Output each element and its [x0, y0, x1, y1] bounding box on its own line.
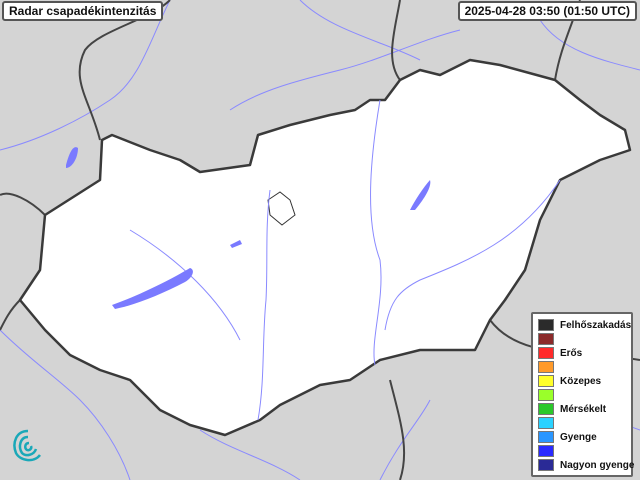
legend-item: [538, 444, 560, 458]
legend-item: Nagyon gyenge: [538, 458, 634, 472]
legend-label: Közepes: [560, 375, 602, 387]
legend-item: Erős: [538, 346, 582, 360]
legend-label: Felhőszakadás: [560, 319, 632, 331]
legend-item: [538, 332, 560, 346]
legend-item: Mérsékelt: [538, 402, 606, 416]
lakes: [66, 147, 431, 309]
lake-fertő: [66, 147, 78, 168]
legend-swatch: [538, 347, 554, 359]
legend-swatch: [538, 445, 554, 457]
lake-tisza: [410, 180, 431, 210]
hungary-rivers: [129, 99, 561, 421]
legend-swatch: [538, 375, 554, 387]
legend-item: [538, 388, 560, 402]
legend-swatch: [538, 319, 554, 331]
legend-swatch: [538, 459, 554, 471]
legend-label: Gyenge: [560, 431, 597, 443]
legend-swatch: [538, 361, 554, 373]
legend-label: Erős: [560, 347, 583, 359]
legend-label: Nagyon gyenge: [560, 459, 635, 471]
legend-item: [538, 360, 560, 374]
logo-swirl-icon: [13, 429, 41, 462]
budapest-outline: [267, 191, 296, 226]
legend-swatch: [538, 403, 554, 415]
hungary-territory: [18, 58, 632, 437]
timestamp: 2025-04-28 03:50 (01:50 UTC): [457, 1, 637, 21]
legend-swatch: [538, 389, 554, 401]
map-title: Radar csapadékintenzitás: [2, 1, 164, 21]
legend-item: Felhőszakadás: [538, 318, 631, 332]
legend-item: [538, 416, 560, 430]
legend: Felhőszakadás Erős Közepes Mérsékelt Gyenge N…: [531, 312, 634, 477]
legend-item: Gyenge: [538, 430, 597, 444]
legend-swatch: [538, 431, 554, 443]
lake-velence: [230, 240, 242, 248]
legend-swatch: [538, 333, 554, 345]
legend-swatch: [538, 417, 554, 429]
legend-item: Közepes: [538, 374, 601, 388]
legend-label: Mérsékelt: [560, 403, 607, 415]
lake-balaton: [112, 268, 193, 309]
